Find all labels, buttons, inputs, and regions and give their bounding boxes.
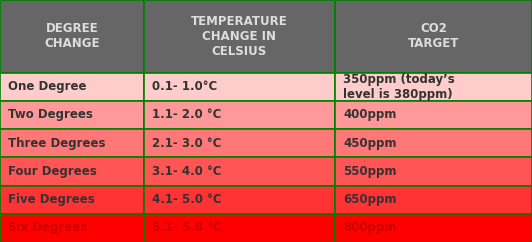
- Text: CO2
TARGET: CO2 TARGET: [408, 22, 459, 50]
- Text: 2.1- 3.0 °C: 2.1- 3.0 °C: [152, 137, 221, 150]
- Text: Two Degrees: Two Degrees: [8, 108, 93, 121]
- Bar: [144, 129, 335, 157]
- Text: 550ppm: 550ppm: [343, 165, 397, 178]
- Bar: [144, 73, 335, 101]
- Bar: [144, 157, 335, 186]
- Bar: [0, 157, 144, 186]
- Text: Three Degrees: Three Degrees: [8, 137, 105, 150]
- Text: 350ppm (today’s
level is 380ppm): 350ppm (today’s level is 380ppm): [343, 73, 455, 101]
- Text: 5.1- 5.8 °C: 5.1- 5.8 °C: [152, 221, 221, 234]
- Bar: [144, 214, 335, 242]
- Bar: [144, 0, 335, 73]
- Text: 3.1- 4.0 °C: 3.1- 4.0 °C: [152, 165, 221, 178]
- Text: 650ppm: 650ppm: [343, 193, 397, 206]
- Bar: [0, 101, 144, 129]
- Bar: [144, 101, 335, 129]
- Text: 1.1- 2.0 °C: 1.1- 2.0 °C: [152, 108, 221, 121]
- Bar: [335, 0, 532, 73]
- Text: One Degree: One Degree: [8, 80, 87, 93]
- Bar: [0, 73, 144, 101]
- Bar: [0, 129, 144, 157]
- Bar: [0, 186, 144, 214]
- Text: Six Degrees: Six Degrees: [8, 221, 87, 234]
- Text: 450ppm: 450ppm: [343, 137, 397, 150]
- Text: DEGREE
CHANGE: DEGREE CHANGE: [44, 22, 99, 50]
- Bar: [0, 0, 144, 73]
- Bar: [335, 101, 532, 129]
- Bar: [144, 186, 335, 214]
- Text: 400ppm: 400ppm: [343, 108, 396, 121]
- Text: 4.1- 5.0 °C: 4.1- 5.0 °C: [152, 193, 221, 206]
- Bar: [335, 157, 532, 186]
- Text: 0.1- 1.0°C: 0.1- 1.0°C: [152, 80, 217, 93]
- Bar: [335, 73, 532, 101]
- Text: TEMPERATURE
CHANGE IN
CELSIUS: TEMPERATURE CHANGE IN CELSIUS: [191, 15, 288, 58]
- Text: Four Degrees: Four Degrees: [8, 165, 97, 178]
- Text: Five Degrees: Five Degrees: [8, 193, 95, 206]
- Bar: [0, 214, 144, 242]
- Bar: [335, 186, 532, 214]
- Bar: [335, 129, 532, 157]
- Text: 800ppm: 800ppm: [343, 221, 396, 234]
- Bar: [335, 214, 532, 242]
